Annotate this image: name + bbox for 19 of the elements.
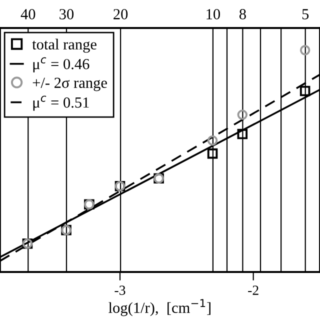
- x-tick-label: -2: [248, 286, 258, 295]
- legend-label: +/- 2σ range: [32, 78, 107, 92]
- point: [237, 110, 248, 120]
- x2-tick-label: 40: [20, 9, 36, 20]
- x2-tick-label: 10: [206, 9, 220, 20]
- x2-tick-label: 5: [302, 9, 309, 20]
- legend-label: μ$^{c}$ = 0.51: [33, 96, 89, 111]
- point: [207, 148, 218, 159]
- point: [300, 86, 310, 96]
- x-axis-title: log(1/r), [cm$^{−1}$]: [108, 299, 210, 316]
- x2-tick-label: 8: [239, 9, 246, 20]
- point: [300, 45, 310, 56]
- x2-tick-label: 20: [114, 9, 128, 20]
- x-tick-label: -3: [114, 286, 126, 295]
- point: [237, 128, 248, 140]
- point: [207, 135, 218, 146]
- x2-tick-label: 30: [60, 9, 74, 20]
- legend-label: μ$^{c}$ = 0.46: [33, 57, 90, 72]
- legend-label: total range: [32, 38, 96, 53]
